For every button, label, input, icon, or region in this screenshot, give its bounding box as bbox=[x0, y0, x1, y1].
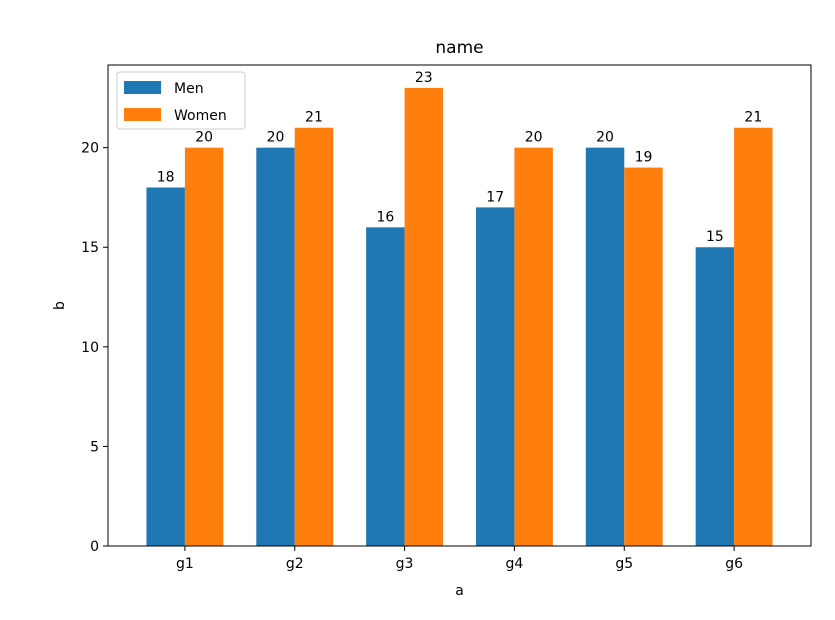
y-axis-label: b bbox=[52, 301, 68, 310]
data-label-men-g5: 20 bbox=[596, 130, 614, 146]
x-tick-label-g3: g3 bbox=[396, 556, 414, 572]
bar-women-g2 bbox=[294, 127, 334, 546]
bar-men-g5 bbox=[585, 147, 625, 546]
legend: Men Women bbox=[116, 71, 246, 130]
plot-area-frame bbox=[107, 64, 812, 547]
x-tick-label-g2: g2 bbox=[286, 556, 304, 572]
bar-women-g4 bbox=[514, 147, 553, 546]
y-tick-label-10: 10 bbox=[81, 340, 99, 356]
data-label-women-g1: 20 bbox=[195, 130, 213, 146]
bar-men-g6 bbox=[695, 247, 735, 546]
data-label-women-g6: 21 bbox=[744, 110, 762, 126]
x-axis-label: a bbox=[455, 583, 464, 599]
y-axis-ticks: 0 5 10 15 20 bbox=[81, 141, 108, 555]
bar-men-g4 bbox=[475, 207, 515, 546]
data-label-women-g3: 23 bbox=[415, 70, 433, 86]
bars-layer bbox=[146, 87, 773, 547]
bar-men-g3 bbox=[366, 227, 405, 546]
x-tick-label-g6: g6 bbox=[725, 556, 743, 572]
legend-swatch-men bbox=[124, 81, 161, 94]
legend-label-men: Men bbox=[174, 81, 204, 97]
y-tick-label-20: 20 bbox=[81, 141, 99, 157]
data-label-men-g1: 18 bbox=[157, 169, 175, 185]
bar-women-g6 bbox=[734, 127, 773, 546]
y-tick-label-5: 5 bbox=[90, 439, 99, 455]
legend-swatch-women bbox=[124, 108, 161, 121]
data-label-women-g2: 21 bbox=[305, 110, 323, 126]
y-tick-label-15: 15 bbox=[81, 240, 99, 256]
x-tick-label-g5: g5 bbox=[615, 556, 633, 572]
data-label-men-g3: 16 bbox=[376, 209, 394, 225]
chart-title: name bbox=[435, 38, 483, 58]
x-tick-label-g4: g4 bbox=[506, 556, 524, 572]
x-tick-label-g1: g1 bbox=[176, 556, 194, 572]
bar-women-g3 bbox=[404, 87, 444, 547]
legend-label-women: Women bbox=[174, 108, 227, 124]
data-label-men-g2: 20 bbox=[267, 130, 285, 146]
y-tick-label-0: 0 bbox=[90, 539, 99, 555]
data-label-men-g4: 17 bbox=[486, 189, 504, 205]
data-label-women-g4: 20 bbox=[525, 130, 543, 146]
bar-women-g1 bbox=[184, 147, 224, 546]
data-label-men-g6: 15 bbox=[706, 229, 724, 245]
bar-men-g1 bbox=[146, 187, 185, 547]
bar-men-g2 bbox=[256, 147, 295, 546]
data-labels-layer: 18 20 16 17 20 15 20 21 23 20 19 21 bbox=[157, 70, 762, 245]
x-axis-ticks: g1 g2 g3 g4 g5 g6 bbox=[176, 546, 743, 572]
data-label-women-g5: 19 bbox=[635, 150, 653, 166]
bar-women-g5 bbox=[624, 167, 663, 547]
